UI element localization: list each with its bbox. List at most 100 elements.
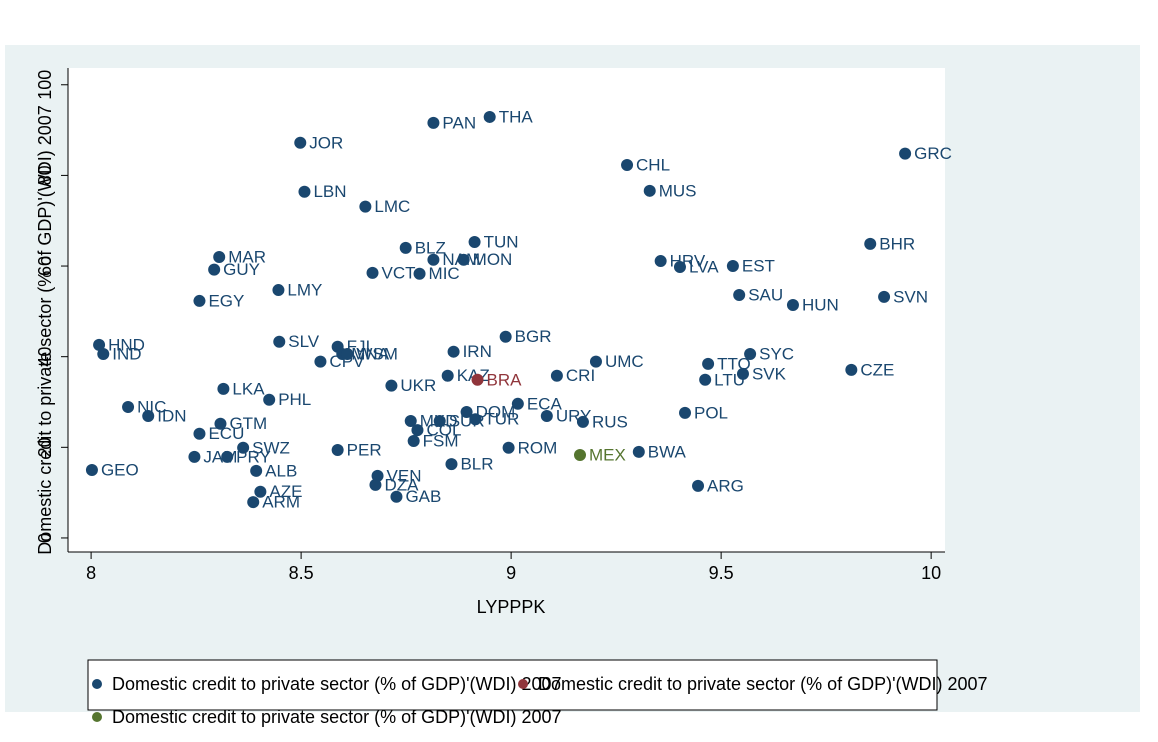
point-label: THA — [499, 107, 534, 126]
point-label: VCT — [382, 263, 416, 282]
point-label: WSM — [356, 344, 398, 363]
point-label: ALB — [265, 461, 297, 480]
point-label: HND — [108, 335, 145, 354]
point-label: HUN — [802, 295, 839, 314]
point-label: SLV — [288, 332, 320, 351]
point — [331, 444, 344, 457]
point — [314, 355, 327, 368]
point-label: LMC — [374, 197, 410, 216]
point-label: CRI — [566, 366, 595, 385]
point — [273, 335, 286, 348]
point — [643, 184, 656, 197]
y-tick-label: 60 — [35, 256, 55, 276]
point — [744, 347, 757, 360]
point-label: ARG — [707, 476, 744, 495]
point-label: UMC — [605, 352, 644, 371]
point — [237, 441, 250, 454]
point — [574, 449, 587, 462]
point — [673, 260, 686, 273]
point — [427, 116, 440, 129]
point — [899, 147, 912, 160]
point — [654, 255, 667, 268]
x-tick-label: 9.5 — [709, 563, 734, 583]
point-label: MUS — [659, 181, 697, 200]
legend-label: Domestic credit to private sector (% of … — [538, 674, 988, 694]
point-label: BRA — [487, 370, 523, 389]
point — [359, 200, 372, 213]
point-label: LBN — [313, 182, 346, 201]
point-label: BHR — [879, 234, 915, 253]
x-axis-title: LYPPPK — [477, 597, 546, 617]
point-label: EGY — [208, 291, 244, 310]
point-label: TUR — [484, 410, 519, 429]
point — [699, 373, 712, 386]
point — [385, 379, 398, 392]
point-label: SVN — [893, 287, 928, 306]
point-label: BWA — [648, 442, 687, 461]
point — [411, 424, 424, 437]
point — [469, 413, 482, 426]
point-label: IND — [112, 344, 141, 363]
point-label: LMY — [287, 281, 322, 300]
point-label: JOR — [309, 133, 343, 152]
point — [621, 158, 634, 171]
point — [208, 263, 221, 276]
legend-marker — [518, 679, 528, 689]
point — [460, 405, 473, 418]
point-label: IDN — [157, 407, 186, 426]
point — [366, 266, 379, 279]
point-label: ECU — [208, 424, 244, 443]
point-label: FSM — [423, 431, 459, 450]
point — [221, 450, 234, 463]
point — [511, 397, 524, 410]
point — [193, 294, 206, 307]
point — [214, 417, 227, 430]
point-label: PRY — [236, 447, 271, 466]
point — [85, 463, 98, 476]
point — [736, 367, 749, 380]
point-label: PAN — [442, 113, 476, 132]
point-label: GEO — [101, 460, 139, 479]
y-tick-label: 20 — [35, 437, 55, 457]
point-label: BLZ — [415, 238, 446, 257]
y-tick-label: 80 — [35, 165, 55, 185]
point — [632, 445, 645, 458]
point-label: CZE — [860, 360, 894, 379]
point — [390, 490, 403, 503]
legend-marker — [92, 712, 102, 722]
point — [272, 284, 285, 297]
point — [441, 369, 454, 382]
point — [254, 485, 267, 498]
point-label: PHL — [278, 390, 311, 409]
x-tick-label: 9 — [506, 563, 516, 583]
point — [864, 237, 877, 250]
point-label: SYC — [759, 344, 794, 363]
point-label: ROM — [518, 438, 558, 457]
point — [341, 347, 354, 360]
point — [679, 406, 692, 419]
point — [122, 400, 135, 413]
point — [213, 250, 226, 263]
y-tick-label: 100 — [35, 70, 55, 100]
point — [427, 253, 440, 266]
point — [407, 434, 420, 447]
point — [298, 185, 311, 198]
point-label: DOM — [476, 402, 516, 421]
point-label: VEN — [387, 466, 422, 485]
point-label: LVA — [689, 257, 719, 276]
point — [471, 373, 484, 386]
point-label: ECA — [527, 394, 563, 413]
point-label: COL — [426, 421, 461, 440]
point — [845, 363, 858, 376]
point — [399, 241, 412, 254]
y-tick-label: 0 — [35, 533, 55, 543]
point — [188, 450, 201, 463]
point — [692, 479, 705, 492]
point-label: GAB — [405, 487, 441, 506]
point — [468, 236, 481, 249]
point-label: CHL — [636, 155, 670, 174]
point-label: SAU — [748, 286, 783, 305]
point — [786, 299, 799, 312]
point — [445, 458, 458, 471]
